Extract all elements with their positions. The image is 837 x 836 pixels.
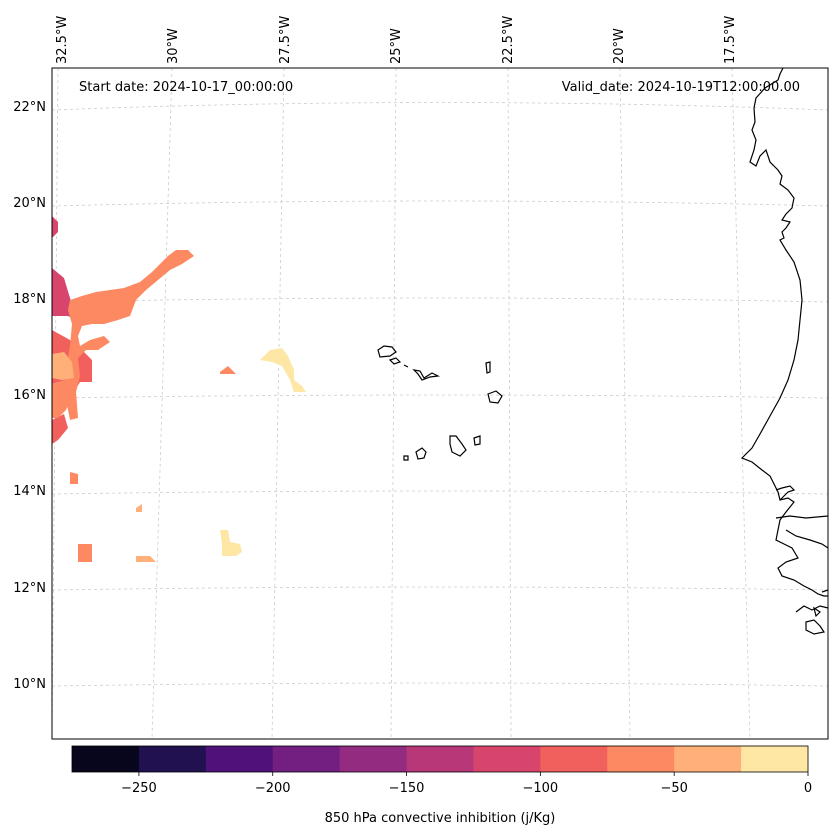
- colorbar-swatch: [607, 746, 675, 772]
- latitude-labels: 22°N 20°N 18°N 16°N 14°N 12°N 10°N: [13, 100, 46, 692]
- guinea-coast: [795, 605, 829, 613]
- island-sao-vicente: [388, 357, 402, 365]
- cin-contour-region: [52, 414, 68, 444]
- island-brava: [403, 455, 409, 461]
- bijagos-coast: [785, 529, 829, 549]
- lon-label: 30°W: [166, 28, 181, 64]
- lon-label: 25°W: [389, 28, 404, 64]
- cin-contour-region: [52, 380, 72, 418]
- lat-label: 10°N: [13, 677, 46, 692]
- colorbar-tick-label: −250: [121, 781, 157, 796]
- colorbar-tick-label: −150: [389, 781, 425, 796]
- lon-label: 27.5°W: [278, 16, 293, 64]
- start-date-label: Start date: 2024-10-17_00:00:00: [79, 80, 293, 95]
- colorbar-frame: [71, 745, 809, 773]
- cin-contour-region: [66, 250, 194, 420]
- colorbar-tick-label: −50: [660, 781, 687, 796]
- colorbar-swatch: [741, 746, 809, 772]
- graticule: [51, 67, 829, 740]
- gambia-coast-detail: [775, 485, 796, 501]
- guinea-islands-2: [813, 606, 821, 618]
- colorbar: −250 −200 −150 −100 −50 0 850 hPa convective …: [71, 745, 812, 826]
- cin-contours: [52, 216, 306, 562]
- valid-date-label: Valid_date: 2024-10-19T12:00:00.00: [562, 80, 800, 95]
- colorbar-swatch: [540, 746, 608, 772]
- map-background: [52, 68, 828, 739]
- island-santiago: [449, 435, 467, 457]
- cin-contour-region: [52, 216, 58, 238]
- colorbar-tick-label: −100: [523, 781, 559, 796]
- lat-label: 18°N: [13, 292, 46, 307]
- lat-label: 12°N: [13, 581, 46, 596]
- island-sal: [485, 361, 491, 374]
- island-sao-nicolau: [412, 369, 441, 381]
- colorbar-swatch: [406, 746, 474, 772]
- island-fogo: [415, 447, 427, 460]
- guinea-islands: [805, 619, 825, 635]
- cin-contour-region: [136, 504, 142, 512]
- lon-label: 22.5°W: [501, 16, 516, 64]
- cin-contour-region: [78, 544, 92, 562]
- africa-coastline: [740, 67, 828, 597]
- map-panel: [51, 67, 829, 740]
- cin-contour-region: [70, 472, 78, 484]
- colorbar-swatch: [674, 746, 742, 772]
- colorbar-tick-label: 0: [804, 781, 812, 796]
- cin-contour-region: [220, 366, 236, 374]
- lat-label: 16°N: [13, 388, 46, 403]
- lat-label: 14°N: [13, 484, 46, 499]
- colorbar-swatch: [138, 746, 207, 772]
- colorbar-swatch: [72, 746, 140, 772]
- colorbar-swatch: [473, 746, 541, 772]
- guinea-islands-3: [821, 589, 829, 593]
- lat-label: 22°N: [13, 100, 46, 115]
- coastlines: [377, 67, 829, 635]
- lon-label: 17.5°W: [723, 16, 738, 64]
- cin-contour-region: [52, 352, 74, 380]
- colorbar-swatch: [339, 746, 408, 772]
- island-maio: [473, 435, 481, 446]
- lon-label: 20°W: [612, 28, 627, 64]
- colorbar-label: 850 hPa convective inhibition (j/Kg): [325, 811, 556, 826]
- lon-label: 32.5°W: [55, 16, 70, 64]
- colorbar-tick-label: −200: [255, 781, 291, 796]
- senegal-coast-detail: [775, 515, 829, 519]
- colorbar-swatch: [272, 746, 341, 772]
- island-santo-antao: [377, 345, 397, 358]
- map-frame: [51, 67, 829, 740]
- cin-contour-region: [260, 348, 306, 392]
- island-boa-vista: [487, 390, 503, 404]
- colorbar-swatch: [205, 746, 274, 772]
- lat-label: 20°N: [13, 196, 46, 211]
- cin-contour-region: [220, 530, 242, 556]
- cin-contour-region: [136, 556, 156, 562]
- longitude-labels: 32.5°W 30°W 27.5°W 25°W 22.5°W 20°W 17.5…: [55, 16, 738, 64]
- island-santa-luzia: [403, 364, 409, 368]
